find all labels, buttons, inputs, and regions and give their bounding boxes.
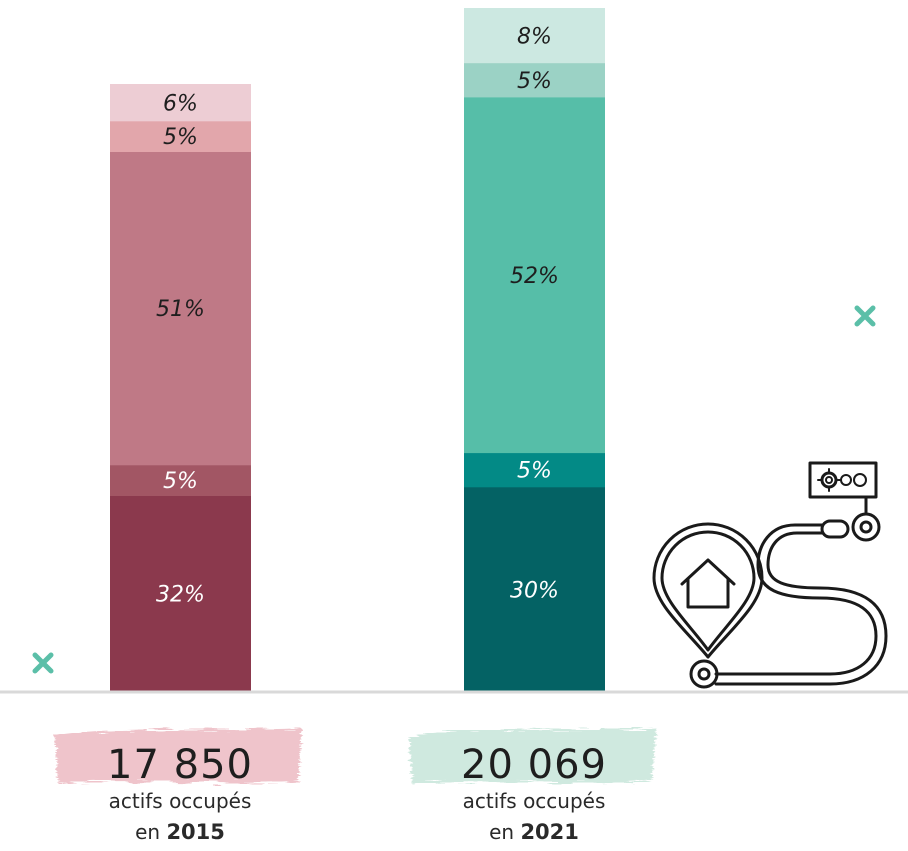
bar-segment [464,62,605,98]
bar-segment [464,486,605,693]
segment-label: 32% [156,583,205,608]
caption-text: actifs occupés [109,789,252,813]
bar-segment [464,8,605,64]
bar-segment [110,84,251,122]
caption-text: actifs occupés [463,789,606,813]
bar-segment [110,464,251,496]
stacked-bar: 32% 5% 51% 5% 6% [110,84,251,693]
location-pin-house-icon [652,522,764,659]
bar-segment [464,452,605,488]
segment-label: 5% [163,469,198,494]
stacked-bar: 30% 5% 52% 5% 8% [464,8,605,693]
total-badge [409,728,656,784]
segment-label: 51% [156,297,205,322]
segment-label: 5% [517,69,552,94]
total-value: 17 850 [107,742,253,788]
gears-sign-icon [808,461,878,499]
segment-label: 30% [510,578,559,603]
bar-segment [110,151,251,466]
total-value: 20 069 [461,742,607,788]
year-prefix: en [135,820,166,844]
bar-segment [110,120,251,152]
year-line: en 2015 [135,820,225,844]
year-line: en 2021 [489,820,579,844]
segment-label: 6% [163,91,198,116]
route-path-icon [689,495,888,689]
route-illustration [652,461,888,689]
year-prefix: en [489,820,520,844]
bar-segment [464,96,605,454]
cross-mark-icon [32,652,54,674]
cross-mark-icon [854,305,876,327]
segment-label: 5% [163,125,198,150]
total-badge [55,728,302,784]
year-value: 2021 [520,820,578,844]
segment-label: 8% [517,24,552,49]
bar-segment [110,495,251,693]
segment-label: 52% [510,264,559,289]
bars-layer: 32% 5% 51% 5% 6% 30% 5% 52% 5% 8% [110,8,605,693]
segment-label: 5% [517,459,552,484]
year-value: 2015 [166,820,224,844]
